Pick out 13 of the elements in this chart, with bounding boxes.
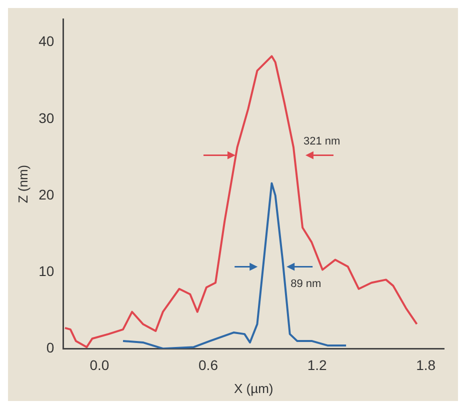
annotation: 321 nm: [303, 135, 340, 148]
y-tick-label: 40: [38, 33, 54, 50]
x-tick-label: 1.2: [307, 356, 327, 373]
y-tick-label: 0: [46, 339, 54, 356]
x-axis-title: X (µm): [234, 380, 274, 396]
x-tick-label: 0.6: [198, 356, 218, 373]
y-tick-label: 20: [38, 186, 54, 202]
x-tick-label: 1.8: [416, 356, 436, 373]
annotation: 89 nm: [290, 278, 322, 290]
x-tick-label: 0.0: [90, 356, 110, 373]
y-tick-label: 10: [38, 262, 54, 279]
y-tick-label: 30: [38, 110, 54, 126]
y-axis-title: Z (nm): [15, 164, 30, 204]
